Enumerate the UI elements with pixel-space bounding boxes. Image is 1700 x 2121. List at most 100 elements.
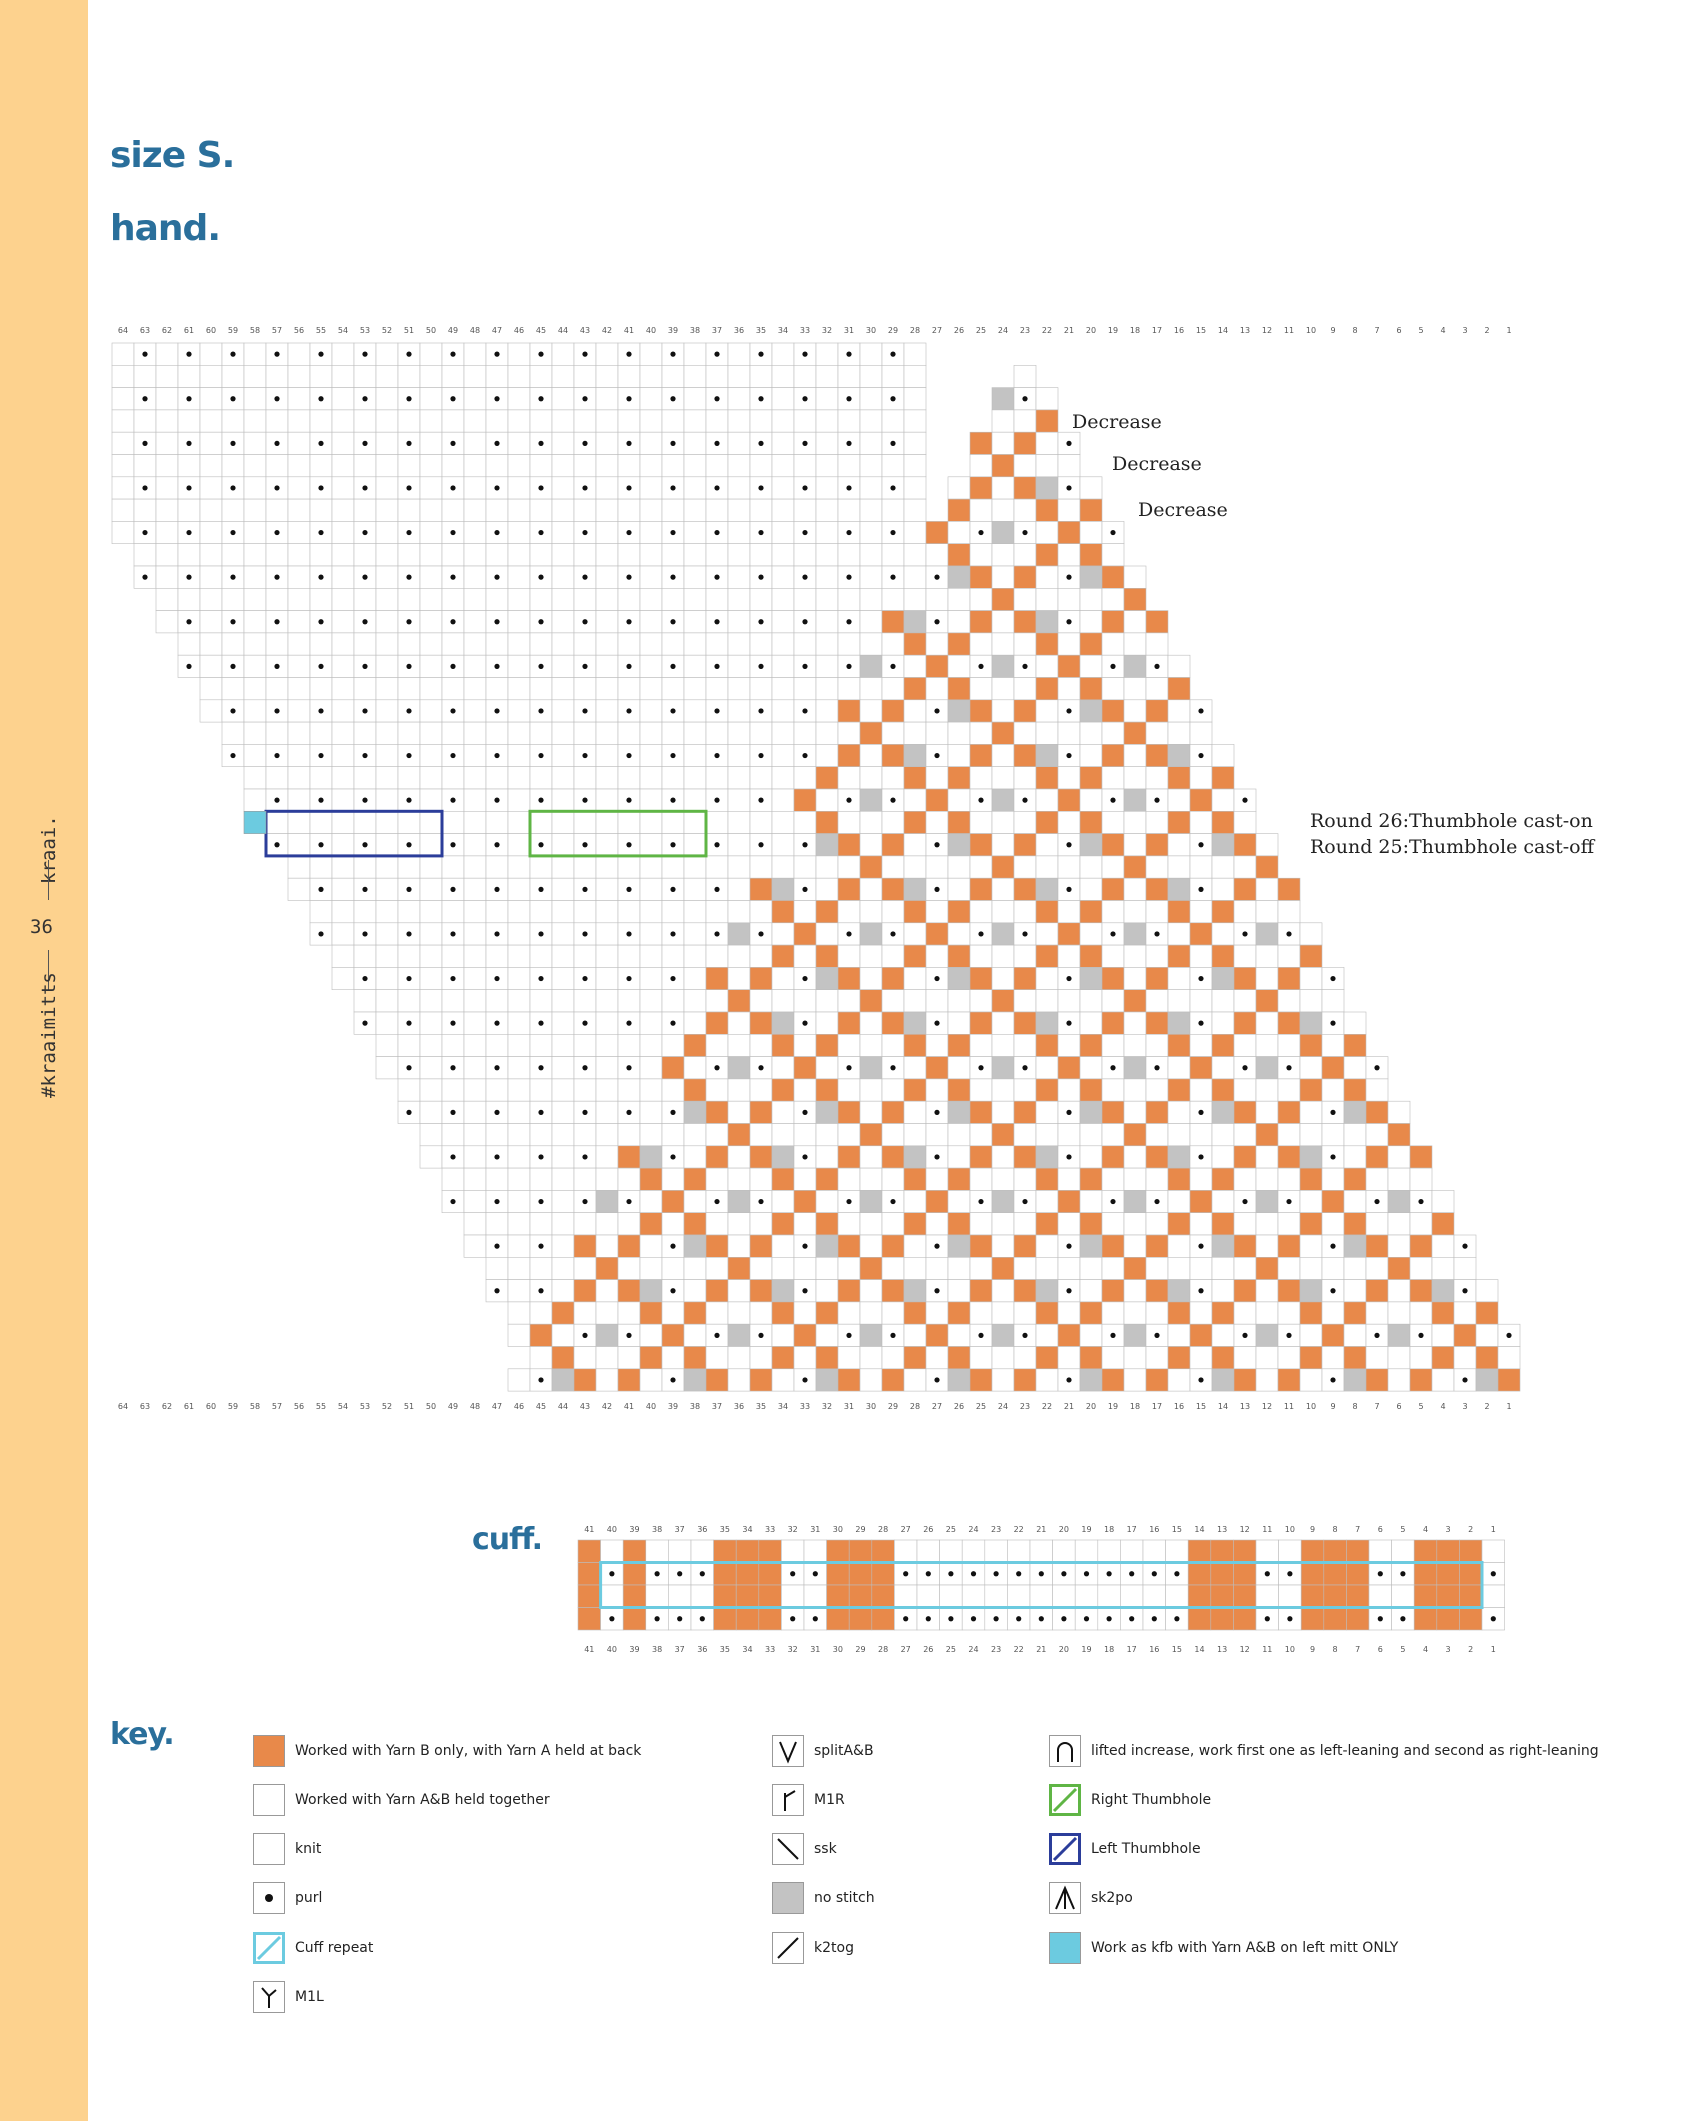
hand-cell	[815, 877, 839, 901]
hand-cell	[837, 699, 861, 723]
hand-cell	[991, 565, 1015, 589]
purl-dot	[670, 1109, 676, 1115]
hand-cell	[375, 521, 399, 545]
hand-cell	[793, 944, 817, 968]
purl-dot	[494, 931, 500, 937]
hand-cell	[265, 409, 289, 433]
hand-cell	[903, 498, 927, 522]
hand-cell	[1123, 1123, 1147, 1147]
hand-cell	[991, 989, 1015, 1013]
hand-cell	[1123, 1056, 1147, 1080]
hand-cell	[1145, 1368, 1169, 1392]
purl-dot	[1377, 1571, 1383, 1577]
column-label: 47	[492, 326, 502, 335]
hand-cell	[507, 454, 531, 478]
hand-cell	[507, 1167, 531, 1191]
hand-cell	[947, 610, 971, 634]
hand-cell	[507, 1234, 531, 1258]
hand-cell	[507, 1279, 531, 1303]
hand-cell	[1057, 989, 1081, 1013]
column-label: 29	[888, 1402, 898, 1411]
hand-cell	[947, 1301, 971, 1325]
hand-cell	[1431, 1279, 1455, 1303]
hand-cell	[1233, 1100, 1257, 1124]
hand-cell	[353, 855, 377, 879]
hand-cell	[683, 1368, 707, 1392]
purl-dot	[758, 797, 764, 803]
hand-cell	[463, 877, 487, 901]
hand-cell	[1167, 944, 1191, 968]
hand-cell	[771, 721, 795, 745]
hand-cell	[991, 1034, 1015, 1057]
hand-cell	[1035, 788, 1059, 812]
purl-dot	[948, 1616, 954, 1622]
hand-cell	[639, 810, 663, 834]
hand-cell	[551, 1100, 575, 1124]
hand-cell	[243, 632, 267, 656]
hand-cell	[1167, 654, 1191, 678]
hand-cell	[1035, 922, 1059, 946]
hand-cell	[1035, 833, 1059, 857]
purl-dot	[494, 440, 500, 446]
purl-dot	[318, 619, 324, 625]
hand-cell	[617, 1123, 641, 1147]
hand-cell	[1145, 1167, 1169, 1191]
hand-cell	[529, 1301, 553, 1325]
purl-dot	[1198, 1109, 1204, 1115]
hand-cell	[573, 1167, 597, 1191]
purl-dot	[1198, 975, 1204, 982]
purl-dot	[934, 975, 940, 982]
hand-cell	[1321, 1301, 1345, 1325]
hand-cell	[859, 1346, 883, 1370]
hand-cell	[991, 877, 1015, 901]
hand-cell	[1255, 1212, 1279, 1236]
column-label: 7	[1374, 326, 1379, 335]
hand-cell	[1057, 1078, 1081, 1102]
hand-cell	[1321, 1034, 1345, 1057]
hand-cell	[419, 766, 443, 790]
hand-cell	[727, 1234, 751, 1258]
hand-cell	[771, 1301, 795, 1325]
hand-cell	[309, 810, 333, 834]
purl-dot	[538, 752, 544, 759]
hand-cell	[1101, 1301, 1125, 1325]
hand-cell	[287, 409, 311, 433]
hand-cell	[771, 587, 795, 611]
column-label: 18	[1104, 1645, 1114, 1654]
cuff-cell	[1278, 1539, 1302, 1563]
hand-cell	[727, 1034, 751, 1057]
purl-dot	[1198, 1243, 1204, 1249]
hand-cell	[111, 342, 135, 366]
hand-cell	[903, 342, 927, 366]
hand-cell	[507, 855, 531, 879]
hand-cell	[1013, 409, 1037, 433]
hand-cell	[617, 409, 641, 433]
hand-cell	[837, 1279, 861, 1303]
hand-cell	[1123, 699, 1147, 723]
hand-cell	[529, 543, 553, 567]
hand-cell	[947, 1190, 971, 1214]
hand-cell	[419, 989, 443, 1013]
hand-cell	[507, 364, 531, 388]
hand-cell	[287, 364, 311, 388]
purl-dot	[450, 351, 456, 357]
hand-cell	[287, 833, 311, 857]
hand-cell	[749, 900, 773, 924]
hand-cell	[1013, 364, 1037, 388]
sk2po-icon	[1049, 1882, 1081, 1914]
cuff-cell	[1187, 1562, 1212, 1586]
purl-dot	[1462, 1377, 1468, 1383]
purl-dot	[677, 1571, 683, 1577]
hand-cell	[661, 1167, 685, 1191]
hand-cell	[1321, 1257, 1345, 1280]
hand-cell	[727, 1323, 751, 1347]
hand-cell	[1013, 677, 1037, 701]
hand-cell	[375, 699, 399, 723]
hand-cell	[1211, 967, 1235, 991]
purl-dot	[934, 1109, 940, 1115]
purl-dot	[1022, 1332, 1028, 1338]
hand-cell	[1365, 1346, 1389, 1370]
hand-cell	[903, 922, 927, 946]
purl-dot	[582, 1198, 588, 1205]
hand-cell	[859, 632, 883, 656]
